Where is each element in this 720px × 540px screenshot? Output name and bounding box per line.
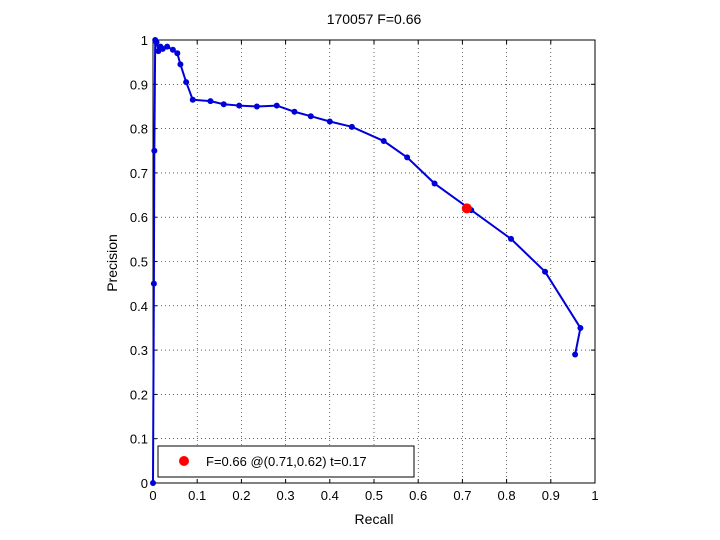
data-point <box>542 268 549 275</box>
x-tick-label: 0.8 <box>498 488 516 503</box>
data-point <box>169 46 176 53</box>
data-point <box>150 280 157 287</box>
x-tick-label: 0.5 <box>365 488 383 503</box>
data-point <box>153 39 160 46</box>
x-tick-label: 1 <box>591 488 598 503</box>
y-tick-label: 1 <box>141 33 148 48</box>
best-f-point <box>461 203 472 214</box>
data-point <box>291 108 298 115</box>
x-tick-label: 0.6 <box>409 488 427 503</box>
data-point <box>150 480 156 486</box>
x-tick-label: 0 <box>149 488 156 503</box>
y-tick-label: 0 <box>141 476 148 491</box>
data-point <box>273 102 280 109</box>
data-point <box>159 45 166 52</box>
data-point <box>177 61 184 68</box>
legend-box <box>157 445 415 478</box>
legend: F=0.66 @(0.71,0.62) t=0.17 <box>157 445 415 478</box>
y-tick-label: 0.7 <box>130 166 148 181</box>
data-point <box>164 43 171 50</box>
data-point <box>155 48 162 55</box>
data-point <box>404 154 411 161</box>
highlight-layer <box>461 203 472 214</box>
data-point <box>577 324 584 331</box>
data-point <box>307 113 314 120</box>
data-point <box>572 351 579 358</box>
x-tick-label: 0.9 <box>542 488 560 503</box>
data-point <box>220 101 227 108</box>
data-point <box>253 103 260 110</box>
grid <box>153 40 595 483</box>
y-tick-label: 0.6 <box>130 210 148 225</box>
data-point <box>183 79 190 86</box>
y-axis-title: Precision <box>104 234 120 292</box>
y-tick-label: 0.3 <box>130 343 148 358</box>
y-tick-label: 0.9 <box>130 77 148 92</box>
data-point <box>326 118 333 125</box>
legend-marker <box>179 456 189 466</box>
y-tick-label: 0.5 <box>130 255 148 270</box>
data-point <box>207 98 214 105</box>
x-tick-label: 0.4 <box>321 488 339 503</box>
data-point <box>174 50 181 57</box>
x-axis-title: Recall <box>355 511 394 527</box>
x-tick-label: 0.2 <box>232 488 250 503</box>
y-tick-label: 0.4 <box>130 299 148 314</box>
data-point <box>348 123 355 130</box>
data-point <box>151 147 158 154</box>
data-point <box>508 235 515 242</box>
data-point <box>236 102 243 109</box>
x-tick-label: 0.1 <box>188 488 206 503</box>
chart-title: 170057 F=0.66 <box>327 11 422 27</box>
x-tick-label: 0.7 <box>453 488 471 503</box>
data-point <box>380 138 387 145</box>
y-tick-label: 0.2 <box>130 387 148 402</box>
data-point <box>189 96 196 103</box>
series-layer <box>150 37 584 486</box>
legend-label: F=0.66 @(0.71,0.62) t=0.17 <box>206 454 367 469</box>
data-point <box>431 180 438 187</box>
y-tick-label: 0.8 <box>130 122 148 137</box>
x-tick-label: 0.3 <box>277 488 295 503</box>
y-tick-label: 0.1 <box>130 432 148 447</box>
axis-ticks: 0 0.1 0.2 0.3 0.4 0.5 0.6 0.7 0.8 0.9 1 0 0.1 0.2 0.3 0… <box>130 33 599 503</box>
